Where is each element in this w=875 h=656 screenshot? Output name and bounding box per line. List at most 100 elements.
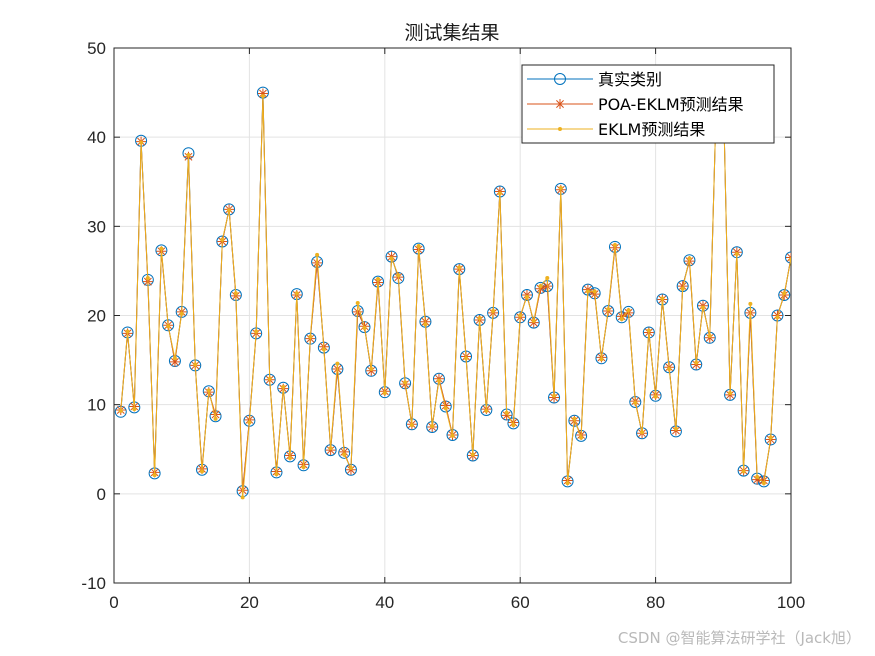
data-point (565, 481, 570, 486)
data-point (789, 257, 791, 262)
data-point (538, 284, 543, 289)
data-point (450, 433, 455, 438)
data-point (535, 283, 546, 294)
data-point (240, 495, 245, 500)
data-point (775, 315, 780, 320)
data-point (511, 423, 516, 428)
data-point (640, 430, 645, 435)
data-point (200, 469, 205, 474)
data-point (355, 301, 360, 306)
data-point (179, 311, 184, 316)
data-point (267, 376, 272, 381)
data-point (552, 393, 557, 398)
data-point (755, 474, 760, 479)
data-point (527, 316, 540, 329)
legend-label: EKLM预测结果 (598, 120, 705, 139)
data-point (376, 276, 381, 281)
data-point (409, 423, 414, 428)
data-point (169, 356, 180, 367)
data-point (599, 357, 604, 362)
x-tick-label: 40 (375, 593, 394, 612)
data-point (734, 251, 739, 256)
data-point (707, 334, 712, 339)
data-point (484, 408, 489, 413)
legend-label: POA-EKLM预测结果 (598, 95, 744, 114)
x-tick-label: 0 (109, 593, 118, 612)
watermark-text: CSDN @智能算法研学社（Jack旭） (617, 629, 861, 647)
data-point (257, 88, 268, 99)
data-point (443, 406, 448, 411)
legend-entry: POA-EKLM预测结果 (527, 95, 744, 114)
data-point (673, 426, 678, 431)
data-point (633, 400, 638, 405)
data-point (436, 378, 441, 383)
data-point (382, 391, 387, 396)
data-point (315, 252, 320, 257)
data-point (396, 273, 401, 278)
y-tick-label: 0 (97, 485, 106, 504)
data-point (432, 372, 445, 385)
data-point (172, 356, 177, 361)
data-point (335, 361, 340, 366)
data-point (254, 329, 259, 334)
data-point (677, 281, 688, 292)
data-point (680, 286, 685, 291)
y-tick-label: 50 (87, 39, 106, 58)
data-point (162, 319, 175, 332)
legend-swatch-marker (555, 99, 565, 109)
data-point (687, 256, 692, 261)
data-point (477, 316, 482, 321)
legend-entry: EKLM预测结果 (527, 120, 705, 139)
data-point (558, 185, 563, 190)
data-point (612, 243, 617, 248)
data-point (312, 257, 323, 268)
data-point (274, 472, 279, 477)
data-point (362, 325, 367, 330)
data-point (518, 313, 523, 318)
data-point (213, 416, 218, 421)
y-tick-label: 30 (87, 217, 106, 236)
legend-swatch-marker (554, 73, 566, 85)
data-point (579, 435, 584, 440)
data-point (768, 435, 773, 440)
data-point (785, 251, 791, 264)
data-point (294, 291, 299, 296)
data-point (348, 465, 353, 470)
data-point (430, 424, 435, 429)
data-point (694, 360, 699, 365)
data-point (585, 289, 590, 294)
data-point (281, 384, 286, 389)
data-point (491, 309, 496, 314)
data-point (328, 446, 333, 451)
data-point (470, 452, 475, 457)
data-point (653, 394, 658, 399)
x-tick-label: 100 (777, 593, 805, 612)
data-point (227, 208, 232, 213)
data-point (728, 391, 733, 396)
data-point (667, 367, 672, 371)
data-point (145, 276, 150, 281)
data-point (700, 305, 705, 310)
data-point (752, 474, 763, 485)
data-point (186, 153, 191, 157)
data-point (531, 318, 536, 323)
data-point (369, 367, 374, 371)
data-point (152, 473, 157, 478)
series-line (120, 92, 791, 498)
data-point (457, 265, 462, 270)
legend-swatch-marker (558, 127, 562, 131)
data-point (139, 140, 144, 145)
data-point (260, 94, 265, 99)
data-point (660, 296, 665, 301)
x-tick-label: 60 (511, 593, 530, 612)
data-point (247, 420, 252, 425)
data-point (423, 322, 428, 327)
y-tick-label: 40 (87, 128, 106, 147)
data-point (118, 408, 123, 413)
data-point (761, 481, 766, 486)
data-point (504, 410, 509, 415)
data-point (568, 414, 581, 427)
data-point (520, 288, 533, 301)
